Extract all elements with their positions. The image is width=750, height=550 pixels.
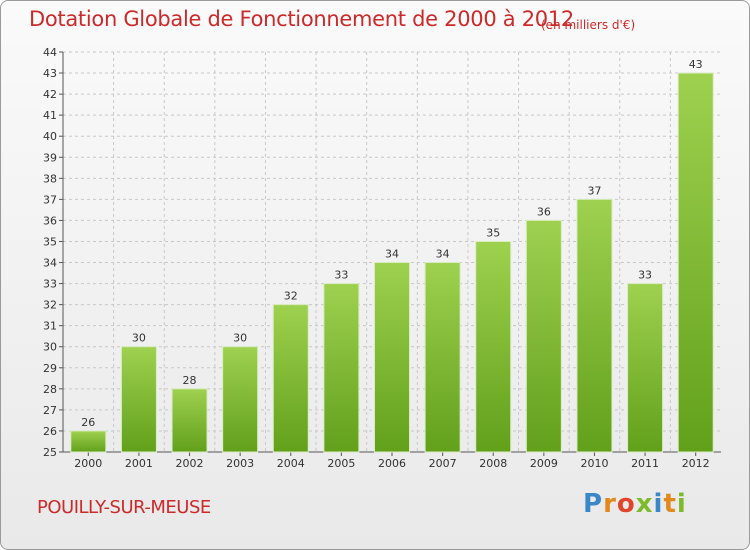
bar <box>323 283 360 453</box>
x-tick-label: 2005 <box>327 457 355 470</box>
bar <box>525 219 562 453</box>
y-tick-label: 41 <box>43 109 57 122</box>
data-label: 32 <box>284 290 298 303</box>
y-tick-label: 28 <box>43 383 57 396</box>
y-tick-label: 29 <box>43 362 57 375</box>
y-tick-label: 26 <box>43 425 57 438</box>
y-tick-label: 43 <box>43 67 57 80</box>
x-tick-label: 2007 <box>429 457 457 470</box>
y-tick-label: 33 <box>43 278 57 291</box>
x-tick-label: 2006 <box>378 457 406 470</box>
data-label: 35 <box>486 226 500 239</box>
y-tick-label: 42 <box>43 88 57 101</box>
labels: 26 2000 30 2001 28 2002 30 2003 32 2004 33 2005 34 20… <box>74 58 709 470</box>
bar <box>424 262 461 453</box>
bar <box>677 72 714 453</box>
brand-letter: P <box>583 489 604 519</box>
data-label: 43 <box>689 58 703 71</box>
y-tick-label: 31 <box>43 320 57 333</box>
brand-letter: r <box>603 489 617 519</box>
chart-title: Dotation Globale de Fonctionnement de 20… <box>29 7 574 31</box>
y-tick-label: 25 <box>43 446 57 459</box>
data-label: 36 <box>537 205 551 218</box>
y-tick-label: 40 <box>43 130 57 143</box>
bar <box>222 346 259 453</box>
brand-letter: x <box>635 489 654 519</box>
y-tick-label: 27 <box>43 404 57 417</box>
x-tick-label: 2000 <box>74 457 102 470</box>
bar <box>576 198 613 453</box>
brand-letter: i <box>676 489 687 519</box>
data-label: 30 <box>233 332 247 345</box>
data-label: 33 <box>638 269 652 282</box>
y-tick-label: 39 <box>43 151 57 164</box>
bar <box>475 240 512 453</box>
y-tick-label: 38 <box>43 172 57 185</box>
bars <box>70 72 714 453</box>
data-label: 34 <box>385 248 399 261</box>
bar <box>171 388 208 453</box>
bar <box>70 430 107 453</box>
x-tick-label: 2010 <box>580 457 608 470</box>
brand-logo: Proxiti <box>583 489 687 519</box>
bar <box>627 283 664 453</box>
data-label: 34 <box>436 248 450 261</box>
brand-letter: o <box>616 489 636 519</box>
data-label: 26 <box>81 416 95 429</box>
y-tick-label: 36 <box>43 214 57 227</box>
x-tick-label: 2008 <box>479 457 507 470</box>
x-tick-label: 2004 <box>277 457 305 470</box>
x-tick-label: 2001 <box>125 457 153 470</box>
y-tick-label: 35 <box>43 235 57 248</box>
x-tick-label: 2002 <box>176 457 204 470</box>
x-tick-label: 2003 <box>226 457 254 470</box>
y-tick-label: 44 <box>43 46 57 59</box>
chart-subtitle: (en milliers d'€) <box>541 18 636 32</box>
bar <box>272 304 309 453</box>
y-tick-label: 32 <box>43 299 57 312</box>
y-tick-label: 37 <box>43 193 57 206</box>
bar <box>374 262 410 453</box>
data-label: 28 <box>183 374 197 387</box>
y-tick-label: 30 <box>43 341 57 354</box>
data-label: 37 <box>587 184 601 197</box>
x-tick-label: 2012 <box>682 457 710 470</box>
x-tick-label: 2009 <box>530 457 558 470</box>
brand-letter: i <box>653 489 664 519</box>
commune-name: POUILLY-SUR-MEUSE <box>37 497 211 518</box>
brand-letter: t <box>663 489 677 519</box>
data-label: 33 <box>334 269 348 282</box>
y-tick-label: 34 <box>43 257 57 270</box>
data-label: 30 <box>132 332 146 345</box>
bar <box>120 346 157 453</box>
x-tick-label: 2011 <box>631 457 659 470</box>
